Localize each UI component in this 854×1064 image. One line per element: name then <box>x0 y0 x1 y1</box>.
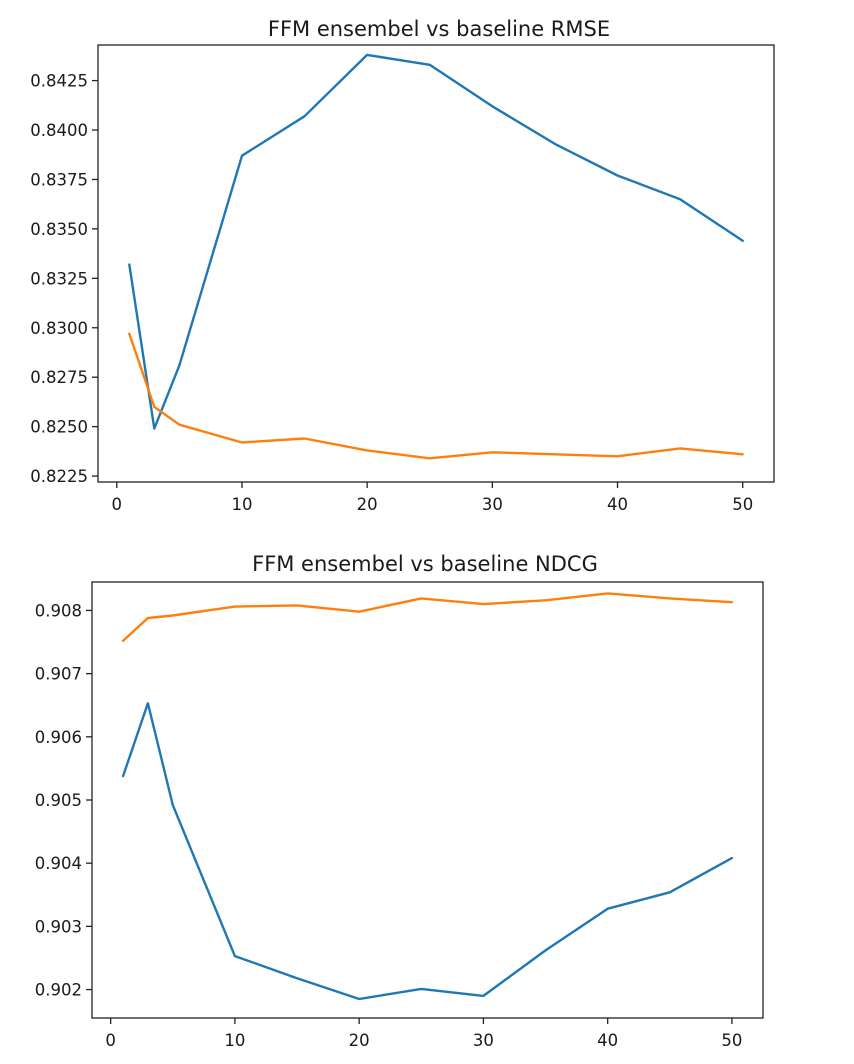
ndcg-xtick-label: 0 <box>105 1031 116 1050</box>
rmse-ytick-label: 0.8300 <box>30 319 88 338</box>
ndcg-xtick-label: 10 <box>224 1031 245 1050</box>
rmse-xtick-label: 0 <box>112 495 123 514</box>
ndcg-xtick-label: 40 <box>597 1031 618 1050</box>
ndcg-chart: FFM ensembel vs baseline NDCG 0 10 20 30 40 5… <box>35 552 764 1050</box>
rmse-ytick-label: 0.8250 <box>30 418 88 437</box>
ndcg-ytick-label: 0.904 <box>35 854 82 873</box>
rmse-xtick-label: 50 <box>732 495 753 514</box>
ndcg-ytick-label: 0.906 <box>35 728 82 747</box>
ndcg-xtick-label: 20 <box>349 1031 370 1050</box>
rmse-xtick-label: 20 <box>357 495 378 514</box>
rmse-series-1-line <box>128 53 744 430</box>
ndcg-xtick-label: 30 <box>473 1031 494 1050</box>
rmse-series-2-line <box>128 332 744 460</box>
rmse-ytick-label: 0.8400 <box>30 121 88 140</box>
ndcg-ytick-label: 0.905 <box>35 791 82 810</box>
ndcg-series-1-line <box>121 702 734 1001</box>
rmse-ytick-label: 0.8425 <box>30 72 88 91</box>
rmse-xtick-label: 30 <box>482 495 503 514</box>
ndcg-ytick-label: 0.908 <box>35 601 82 620</box>
ndcg-ytick-label: 0.903 <box>35 917 82 936</box>
rmse-ytick-label: 0.8350 <box>30 220 88 239</box>
rmse-chart-title: FFM ensembel vs baseline RMSE <box>268 17 610 41</box>
ndcg-ytick-label: 0.902 <box>35 981 82 1000</box>
rmse-chart: FFM ensembel vs baseline RMSE 0 10 20 30 40 5… <box>30 17 775 514</box>
rmse-ytick-label: 0.8375 <box>30 170 88 189</box>
rmse-ytick-label: 0.8225 <box>30 467 88 486</box>
ndcg-ytick-label: 0.907 <box>35 665 82 684</box>
rmse-axes-frame <box>97 44 775 483</box>
rmse-ytick-label: 0.8325 <box>30 269 88 288</box>
rmse-xtick-label: 40 <box>607 495 628 514</box>
ndcg-series-2-line <box>121 592 734 642</box>
ndcg-chart-title: FFM ensembel vs baseline NDCG <box>252 552 598 576</box>
rmse-xtick-label: 10 <box>231 495 252 514</box>
ndcg-axes-frame <box>91 581 764 1019</box>
ndcg-xtick-label: 50 <box>721 1031 742 1050</box>
rmse-ytick-label: 0.8275 <box>30 368 88 387</box>
